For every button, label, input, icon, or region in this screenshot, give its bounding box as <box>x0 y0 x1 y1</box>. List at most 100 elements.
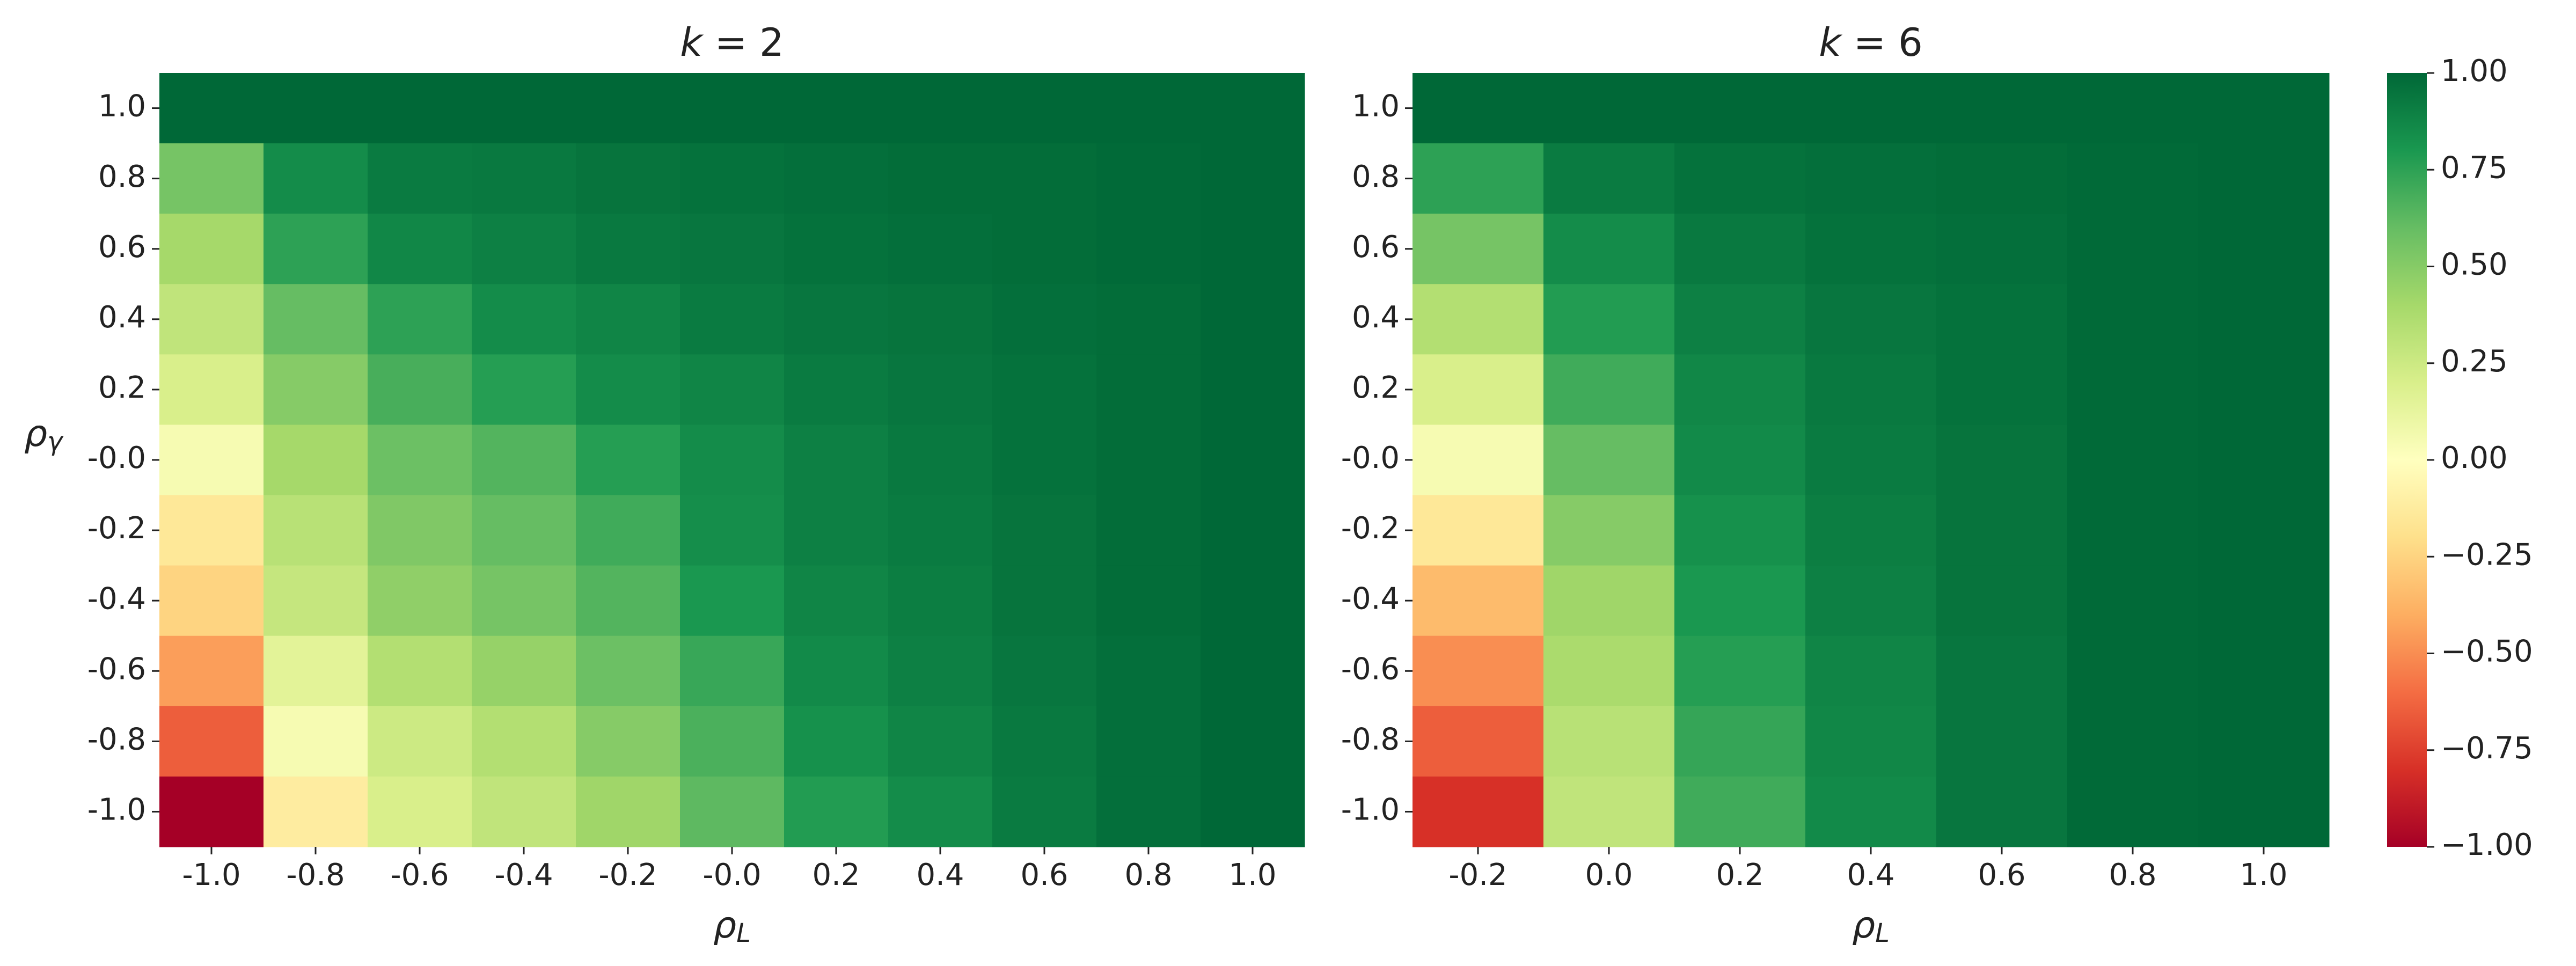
x-tick-label: -0.6 <box>390 858 449 892</box>
heatmap-cell <box>680 635 785 707</box>
heatmap-cell <box>992 143 1097 214</box>
heatmap-cell <box>576 354 680 425</box>
heatmap-cell <box>1096 214 1201 284</box>
heatmap-cell <box>264 214 368 284</box>
heatmap-cell <box>1201 635 1305 707</box>
x-tick-label: -0.8 <box>286 858 345 892</box>
heatmap-cell <box>1674 284 1806 355</box>
heatmap-cell <box>2198 495 2330 566</box>
y-axis-label: ργ <box>24 413 64 457</box>
heatmap-cell <box>2067 565 2199 636</box>
heatmap-cell <box>1936 284 2068 355</box>
heatmap-cell <box>1543 425 1675 496</box>
heatmap-cell <box>1096 143 1201 214</box>
heatmap-cell <box>472 565 576 636</box>
heatmap-cell <box>368 73 472 144</box>
heatmap-cell <box>1201 354 1305 425</box>
heatmap-cell <box>680 776 785 847</box>
x-axis-label: ρL <box>713 904 751 948</box>
x-tick-label: 0.6 <box>1020 858 1068 892</box>
heatmap-cell <box>368 143 472 214</box>
heatmap-cell <box>576 565 680 636</box>
y-tick-label: 0.4 <box>1352 300 1400 335</box>
heatmap-cell <box>888 73 993 144</box>
heatmap-cell <box>472 425 576 496</box>
heatmap-cell <box>992 635 1097 707</box>
heatmap-cell <box>1674 354 1806 425</box>
heatmap-cell <box>992 214 1097 284</box>
x-tick-label: 1.0 <box>2240 858 2287 892</box>
title-text: = 6 <box>1841 20 1923 65</box>
heatmap-cell <box>680 425 785 496</box>
heatmap-cell <box>1096 354 1201 425</box>
heatmap-cell <box>576 214 680 284</box>
heatmap-cell <box>159 284 264 355</box>
heatmap-cell <box>1543 706 1675 777</box>
x-tick-label: 0.0 <box>1585 858 1633 892</box>
title-text: = 2 <box>702 20 784 65</box>
heatmap-cell <box>2067 73 2199 144</box>
heatmap-cell <box>888 635 993 707</box>
heatmap-cell <box>159 425 264 496</box>
x-tick-label: -0.2 <box>1448 858 1507 892</box>
heatmap-cell <box>888 214 993 284</box>
heatmap-cell <box>1201 565 1305 636</box>
heatmap-cell <box>159 214 264 284</box>
heatmap-cell <box>1674 635 1806 707</box>
heatmap-cell <box>992 706 1097 777</box>
x-axis-label-subscript: L <box>736 918 751 948</box>
heatmap-cell <box>1805 425 1937 496</box>
title-symbol: k <box>1819 20 1843 65</box>
heatmap-cell <box>1936 495 2068 566</box>
y-tick-label: 0.6 <box>98 230 146 265</box>
y-tick-label: -0.2 <box>1341 511 1400 546</box>
heatmap-cell <box>159 635 264 707</box>
heatmap-cell <box>680 73 785 144</box>
heatmap-cell <box>472 776 576 847</box>
heatmap-cell <box>1674 776 1806 847</box>
x-tick-label: 0.6 <box>1978 858 2025 892</box>
heatmap-cell <box>1413 776 1544 847</box>
heatmap-cell <box>472 73 576 144</box>
heatmap-cell <box>1096 776 1201 847</box>
heatmap-cell <box>1674 73 1806 144</box>
heatmap-cell <box>2198 706 2330 777</box>
y-tick-label: 1.0 <box>1352 89 1400 124</box>
colorbar-tick-label: −0.25 <box>2441 537 2533 572</box>
heatmap-cell <box>784 214 889 284</box>
x-tick-label: 0.8 <box>1124 858 1172 892</box>
heatmap-cell <box>1096 495 1201 566</box>
heatmap-cell <box>1805 635 1937 707</box>
heatmap-cell <box>159 706 264 777</box>
heatmap-cell <box>1674 495 1806 566</box>
heatmap-cell <box>680 143 785 214</box>
x-axis-label-symbol: ρ <box>713 904 736 947</box>
heatmap-cell <box>368 354 472 425</box>
heatmap-cell <box>784 284 889 355</box>
heatmap-cell <box>1543 776 1675 847</box>
heatmap-cell <box>264 776 368 847</box>
heatmap-cell <box>2198 565 2330 636</box>
colorbar-tick-label: 0.00 <box>2441 441 2508 475</box>
heatmap-cell <box>2067 425 2199 496</box>
heatmap-cell <box>2067 214 2199 284</box>
x-tick-label: -0.2 <box>598 858 657 892</box>
heatmap-cell <box>1543 143 1675 214</box>
heatmap-cell <box>2067 776 2199 847</box>
heatmap-cell <box>888 565 993 636</box>
heatmap-cell <box>888 354 993 425</box>
y-tick-label: -1.0 <box>87 793 146 828</box>
heatmap-cell <box>1096 635 1201 707</box>
heatmap-cell <box>1096 284 1201 355</box>
y-tick-label: 1.0 <box>98 89 146 124</box>
heatmap-cell <box>1674 706 1806 777</box>
heatmap-cell <box>1936 73 2068 144</box>
heatmap-cell <box>159 143 264 214</box>
colorbar-tick-label: −1.00 <box>2441 828 2533 862</box>
heatmap-cell <box>368 284 472 355</box>
heatmap-cell <box>1413 73 1544 144</box>
heatmap-cell <box>576 495 680 566</box>
colorbar-tick-label: 1.00 <box>2441 54 2508 89</box>
heatmap-cell <box>576 284 680 355</box>
